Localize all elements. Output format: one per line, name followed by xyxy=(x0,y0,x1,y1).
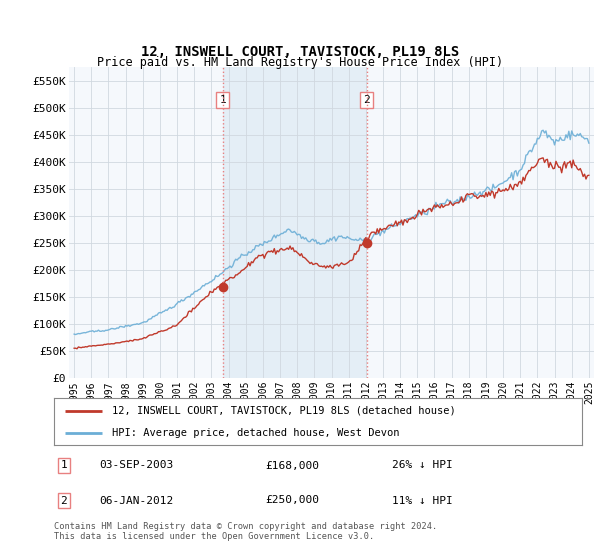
Text: 1: 1 xyxy=(61,460,67,470)
Text: 2: 2 xyxy=(363,95,370,105)
Text: 26% ↓ HPI: 26% ↓ HPI xyxy=(392,460,452,470)
Bar xyxy=(223,67,367,378)
Text: HPI: Average price, detached house, West Devon: HPI: Average price, detached house, West… xyxy=(112,428,400,438)
Text: 03-SEP-2003: 03-SEP-2003 xyxy=(99,460,173,470)
Text: 12, INSWELL COURT, TAVISTOCK, PL19 8LS (detached house): 12, INSWELL COURT, TAVISTOCK, PL19 8LS (… xyxy=(112,406,456,416)
Text: 12, INSWELL COURT, TAVISTOCK, PL19 8LS: 12, INSWELL COURT, TAVISTOCK, PL19 8LS xyxy=(141,45,459,59)
Text: £168,000: £168,000 xyxy=(265,460,319,470)
Text: 1: 1 xyxy=(220,95,226,105)
Text: Price paid vs. HM Land Registry's House Price Index (HPI): Price paid vs. HM Land Registry's House … xyxy=(97,56,503,69)
Text: £250,000: £250,000 xyxy=(265,496,319,506)
Text: 2: 2 xyxy=(61,496,67,506)
Text: Contains HM Land Registry data © Crown copyright and database right 2024.
This d: Contains HM Land Registry data © Crown c… xyxy=(54,522,437,542)
Text: 11% ↓ HPI: 11% ↓ HPI xyxy=(392,496,452,506)
Text: 06-JAN-2012: 06-JAN-2012 xyxy=(99,496,173,506)
